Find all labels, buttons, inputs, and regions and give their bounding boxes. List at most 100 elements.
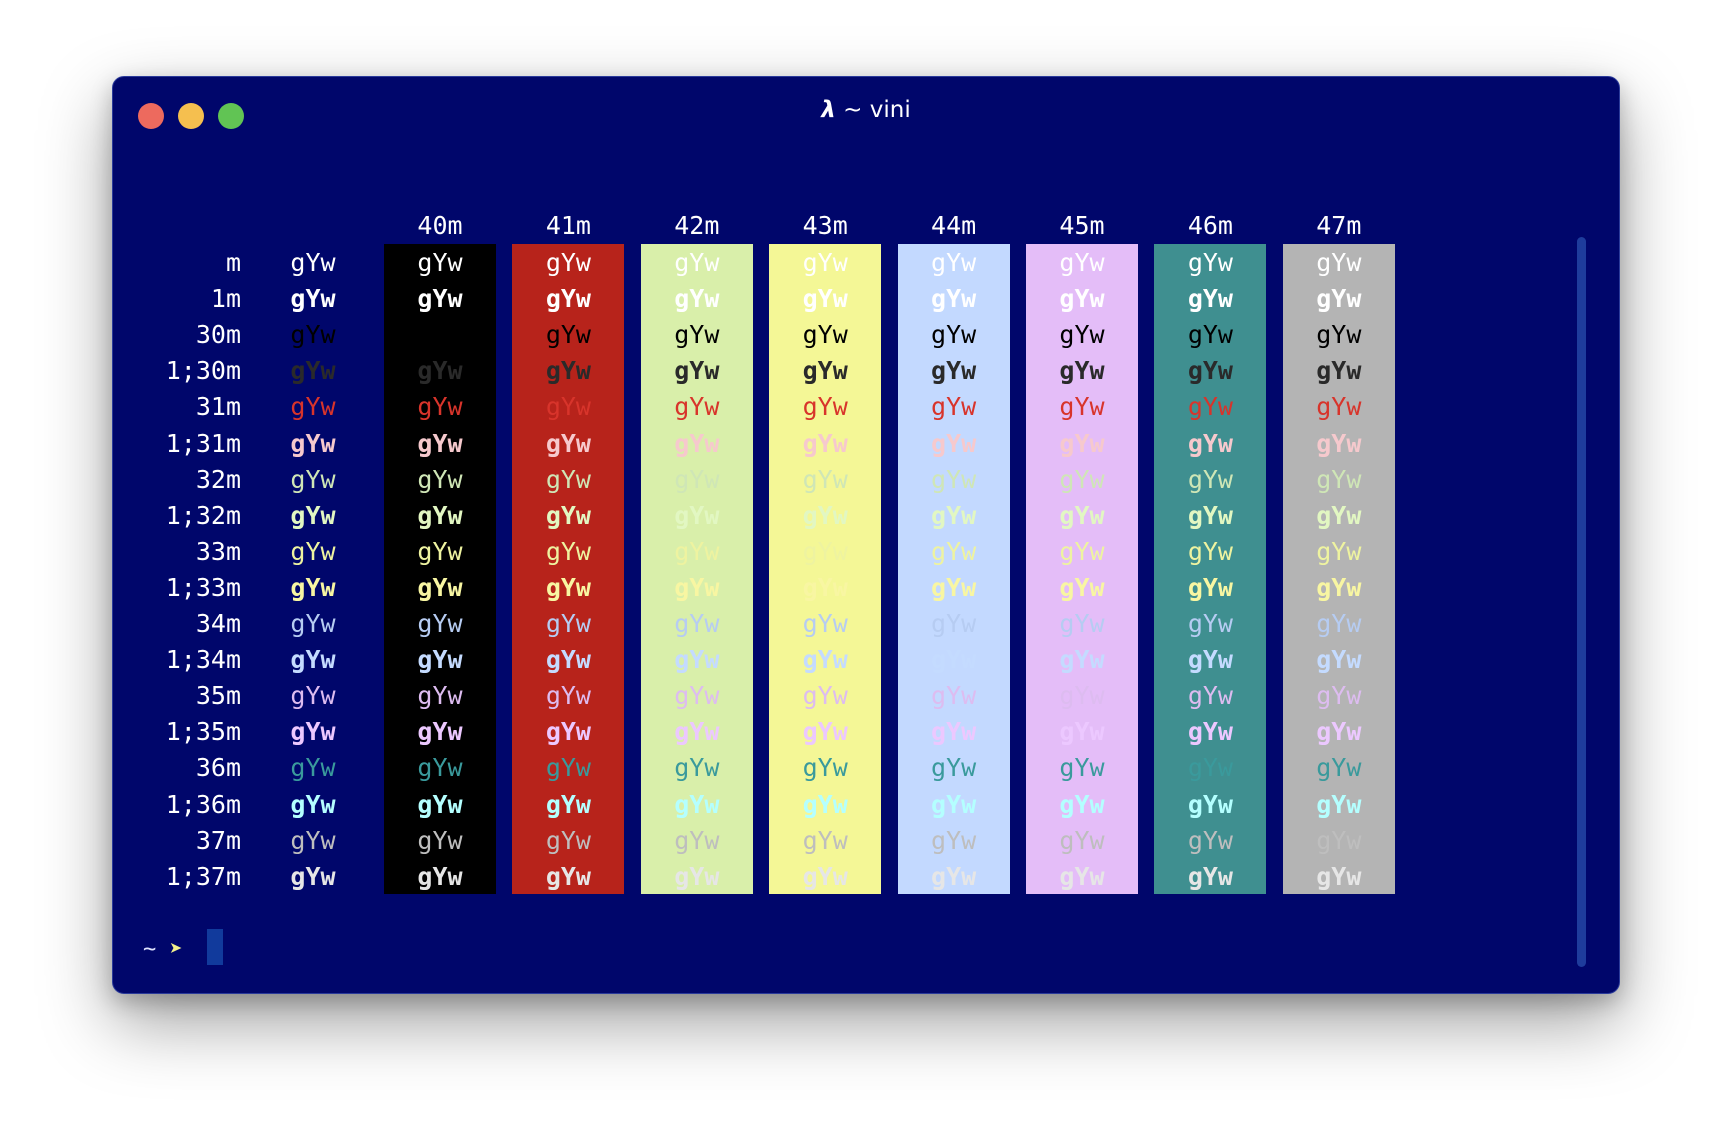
sample-cell: gYw <box>290 717 336 747</box>
sample-cell: gYw <box>802 645 848 675</box>
sample-cell: gYw <box>931 825 977 855</box>
sample-cell: gYw <box>417 500 463 530</box>
sample-cell: gYw <box>802 428 848 458</box>
sample-cell: gYw <box>417 681 463 711</box>
sample-cell: gYw <box>1059 428 1105 458</box>
sample-cell: gYw <box>931 861 977 891</box>
sample-cell: gYw <box>1316 428 1362 458</box>
sample-cell: gYw <box>931 572 977 602</box>
sample-cell: gYw <box>674 753 720 783</box>
sample-cell: gYw <box>1316 789 1362 819</box>
column-header: 42m <box>674 211 720 240</box>
title-text: ~ vini <box>843 97 911 123</box>
sample-cell: gYw <box>674 609 720 638</box>
sample-cell: gYw <box>1059 392 1105 422</box>
sample-cell: gYw <box>931 248 977 277</box>
sample-cell: gYw <box>802 392 848 422</box>
sample-cell: gYw <box>545 392 591 422</box>
sample-cell: gYw <box>1316 753 1362 783</box>
sample-cell: gYw <box>802 356 848 386</box>
sample-cell: gYw <box>290 284 336 314</box>
sample-cell: gYw <box>802 500 848 530</box>
sample-cell: gYw <box>1187 789 1233 819</box>
sample-cell: gYw <box>417 464 463 494</box>
sample-cell: gYw <box>417 284 463 314</box>
sample-cell: gYw <box>802 572 848 602</box>
sample-cell: gYw <box>1316 536 1362 566</box>
sample-cell: gYw <box>1059 356 1105 386</box>
sample-cell: gYw <box>290 609 336 638</box>
sample-cell: gYw <box>417 392 463 422</box>
sample-cell: gYw <box>674 356 720 386</box>
sample-cell: gYw <box>417 825 463 855</box>
column-header: 41m <box>545 211 591 240</box>
sample-cell: gYw <box>1316 825 1362 855</box>
sample-cell: gYw <box>545 320 591 350</box>
sample-cell: gYw <box>1316 392 1362 422</box>
maximize-button[interactable] <box>218 103 244 129</box>
sample-cell: gYw <box>674 825 720 855</box>
text-cursor[interactable] <box>207 929 223 965</box>
background-column <box>384 244 496 894</box>
sample-cell: gYw <box>545 356 591 386</box>
row-label: 32m <box>195 464 241 494</box>
row-label: 1;35m <box>165 717 241 747</box>
minimize-button[interactable] <box>178 103 204 129</box>
row-label: 1;37m <box>165 861 241 891</box>
sample-cell: gYw <box>931 500 977 530</box>
prompt-tilde: ~ <box>143 937 157 962</box>
sample-cell: gYw <box>417 536 463 566</box>
sample-cell: gYw <box>1316 248 1362 277</box>
sample-cell: gYw <box>1059 861 1105 891</box>
row-label: 1;33m <box>165 572 241 602</box>
sample-cell: gYw <box>1187 681 1233 711</box>
sample-cell: gYw <box>1187 464 1233 494</box>
background-column <box>1282 244 1395 894</box>
shell-prompt: ~ ➤ <box>143 932 183 968</box>
sample-cell: gYw <box>674 464 720 494</box>
close-button[interactable] <box>138 103 164 129</box>
sample-cell: gYw <box>1187 392 1233 422</box>
sample-cell: gYw <box>802 536 848 566</box>
sample-cell: gYw <box>290 500 336 530</box>
column-header: 40m <box>417 211 463 240</box>
sample-cell: gYw <box>1059 248 1105 277</box>
sample-cell: gYw <box>545 789 591 819</box>
sample-cell: gYw <box>545 572 591 602</box>
sample-cell: gYw <box>290 825 336 855</box>
sample-cell: gYw <box>1059 320 1105 350</box>
sample-cell: gYw <box>290 392 336 422</box>
sample-cell: gYw <box>931 753 977 783</box>
sample-cell: gYw <box>1316 320 1362 350</box>
sample-cell: gYw <box>290 248 336 277</box>
sample-cell: gYw <box>674 428 720 458</box>
row-label: 31m <box>195 392 241 422</box>
sample-cell: gYw <box>802 861 848 891</box>
sample-cell: gYw <box>545 500 591 530</box>
sample-cell: gYw <box>1316 681 1362 711</box>
sample-cell: gYw <box>1059 717 1105 747</box>
sample-cell: gYw <box>674 645 720 675</box>
sample-cell: gYw <box>931 356 977 386</box>
row-label: m <box>225 248 241 277</box>
sample-cell: gYw <box>1059 789 1105 819</box>
sample-cell: gYw <box>674 789 720 819</box>
sample-cell: gYw <box>290 464 336 494</box>
sample-cell: gYw <box>674 248 720 277</box>
sample-cell: gYw <box>545 645 591 675</box>
row-label: 1m <box>210 284 241 314</box>
sample-cell: gYw <box>1059 645 1105 675</box>
sample-cell: gYw <box>802 789 848 819</box>
sample-cell: gYw <box>1316 284 1362 314</box>
sample-cell: gYw <box>290 681 336 711</box>
sample-cell: gYw <box>290 753 336 783</box>
sample-cell: gYw <box>545 825 591 855</box>
scrollbar[interactable] <box>1577 237 1586 967</box>
sample-cell: gYw <box>290 645 336 675</box>
sample-cell: gYw <box>1187 753 1233 783</box>
sample-cell: gYw <box>545 861 591 891</box>
sample-cell: gYw <box>931 681 977 711</box>
row-label: 1;32m <box>165 500 241 530</box>
background-column <box>1154 244 1267 894</box>
sample-cell: gYw <box>545 464 591 494</box>
